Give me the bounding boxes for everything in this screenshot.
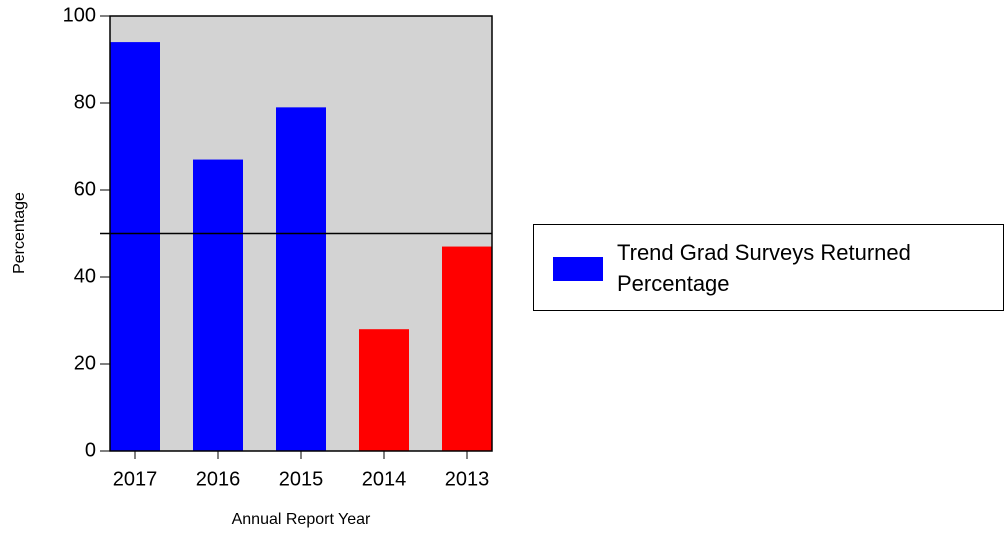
x-axis-title: Annual Report Year [232, 511, 371, 528]
y-tick-label: 40 [74, 265, 96, 287]
legend-swatch [553, 257, 603, 281]
y-tick-label: 100 [63, 4, 96, 26]
bar [276, 107, 326, 451]
plot-border [109, 15, 493, 452]
y-tick-label: 80 [74, 91, 96, 113]
y-axis-title: Percentage [11, 192, 28, 274]
x-tick-label: 2015 [279, 468, 324, 490]
y-tick-label: 60 [74, 178, 96, 200]
x-tick-label: 2013 [445, 468, 490, 490]
bar [359, 329, 409, 451]
legend: Trend Grad Surveys Returned Percentage [533, 224, 1004, 311]
bar [193, 159, 243, 452]
x-tick-label: 2016 [196, 468, 241, 490]
x-tick-label: 2017 [113, 468, 158, 490]
bar [442, 246, 492, 451]
legend-label: Trend Grad Surveys Returned Percentage [617, 240, 911, 296]
bar [110, 42, 160, 451]
x-tick-label: 2014 [362, 468, 407, 490]
y-tick-label: 20 [74, 352, 96, 374]
y-tick-label: 0 [85, 439, 96, 461]
